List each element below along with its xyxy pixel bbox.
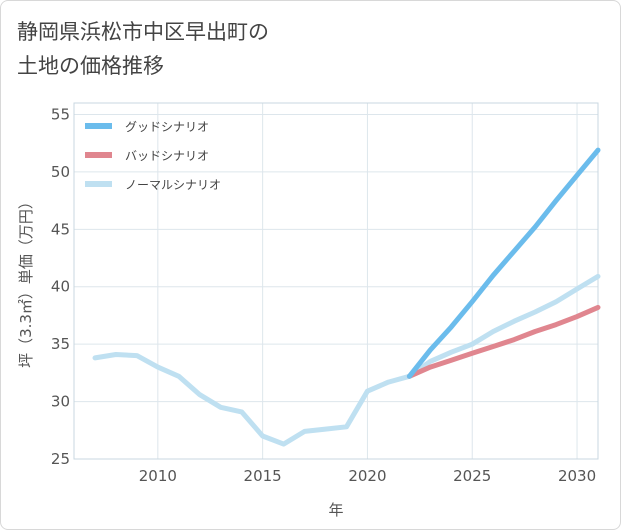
y-axis-title: 坪（3.3㎡）単価（万円） [17,194,35,368]
legend-label-2: ノーマルシナリオ [125,178,221,192]
y-tick-label: 40 [51,278,70,296]
title-line-1: 静岡県浜松市中区早出町の [17,20,269,44]
x-axis-title: 年 [328,501,343,519]
x-tick-label: 2030 [558,467,596,485]
y-tick-label: 30 [51,393,70,411]
series-layer [92,147,601,447]
x-tick-label: 2025 [453,467,491,485]
x-tick-label: 2020 [348,467,386,485]
series-line-0 [406,147,601,379]
chart-title: 静岡県浜松市中区早出町の 土地の価格推移 [17,15,269,83]
x-tick-label: 2015 [244,467,282,485]
legend-label-1: バッドシナリオ [125,149,209,163]
series-line-1 [406,304,601,379]
y-tick-label: 25 [51,450,70,468]
legend-label-0: グッドシナリオ [125,120,209,134]
series-line-2 [92,273,601,447]
y-tick-label: 45 [51,220,70,238]
plot-frame [73,102,599,460]
title-line-2: 土地の価格推移 [17,54,164,78]
y-tick-label: 55 [51,105,70,123]
x-axis-ticks: 2010 2015 2020 2025 2030 [139,467,596,485]
x-tick-label: 2010 [139,467,177,485]
y-axis-ticks: 25 30 35 40 45 50 55 [51,105,70,468]
y-tick-label: 35 [51,335,70,353]
y-tick-label: 50 [51,163,70,181]
